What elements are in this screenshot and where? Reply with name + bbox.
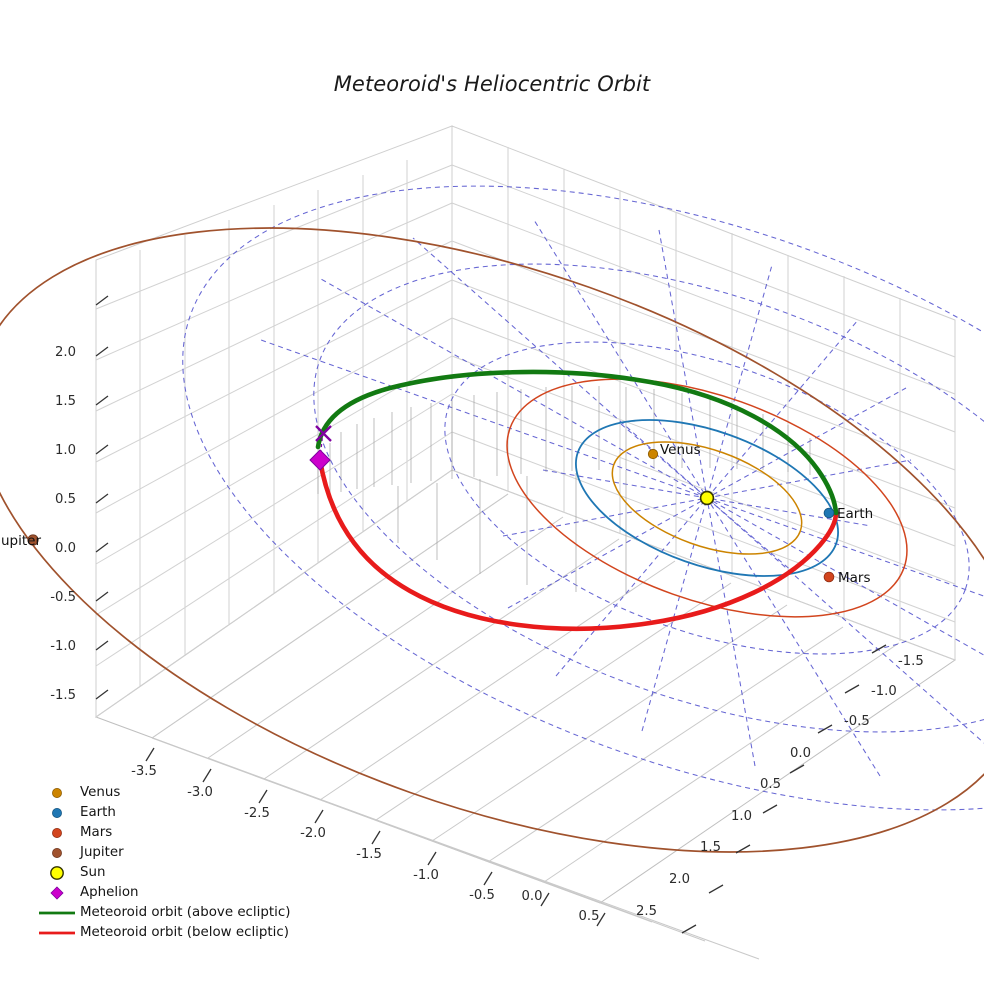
red-line-icon [34, 923, 80, 943]
legend-item-above-ecliptic[interactable]: Meteoroid orbit (above ecliptic) [34, 903, 334, 923]
venus-orbit-curve [611, 441, 803, 555]
z-tick-label: 0.5 [55, 492, 76, 507]
y-tick-label: 0.0 [790, 746, 811, 761]
x-axis: -3.5 -3.0 -2.5 -2.0 -1.5 -1.0 -0.5 0.0 0… [131, 747, 606, 927]
legend-item-below-ecliptic[interactable]: Meteoroid orbit (below ecliptic) [34, 923, 334, 943]
y-tick-label: 2.5 [636, 904, 657, 919]
x-tick-label: -3.0 [187, 785, 213, 800]
z-tick-label: 0.0 [55, 541, 76, 556]
aphelion-annotation-group [309, 425, 332, 471]
meteoroid-orbit-below-ecliptic [317, 457, 839, 631]
x-tick-label: -0.5 [469, 888, 495, 903]
y-axis: -1.5 -1.0 -0.5 0.0 0.5 1.0 1.5 2.0 2.5 [636, 644, 924, 934]
jupiter-orbit-curve [0, 227, 984, 853]
z-axis-ticks [95, 295, 109, 700]
legend-label: Mars [80, 825, 113, 840]
mars-marker-icon [34, 823, 80, 843]
jupiter-marker-icon [34, 843, 80, 863]
legend-item-sun[interactable]: Sun [34, 863, 334, 883]
legend-item-venus[interactable]: Venus [34, 783, 334, 803]
z-axis: 2.0 1.5 1.0 0.5 0.0 -0.5 -1.0 -1.5 [50, 295, 109, 703]
z-tick-label: 1.5 [55, 394, 76, 409]
earth-marker-icon [34, 803, 80, 823]
x-axis-ticks [145, 747, 606, 927]
earth-orbit-curve [575, 419, 839, 577]
y-tick-label: 0.5 [760, 777, 781, 792]
y-tick-label: 2.0 [669, 872, 690, 887]
label-venus: Venus [660, 442, 701, 458]
y-tick-label: -0.5 [844, 714, 870, 729]
legend-label: Meteoroid orbit (below ecliptic) [80, 925, 289, 940]
y-tick-label: 1.5 [700, 840, 721, 855]
legend-label: Aphelion [80, 885, 139, 900]
z-tick-label: 1.0 [55, 443, 76, 458]
aphelion-diamond-marker [309, 449, 331, 471]
jupiter-marker [27, 534, 39, 546]
x-tick-label: 0.0 [522, 889, 543, 904]
legend: Venus Earth Mars Jupiter Sun [34, 783, 334, 943]
label-mars: Mars [838, 570, 871, 586]
legend-item-jupiter[interactable]: Jupiter [34, 843, 334, 863]
x-tick-label: -2.0 [300, 826, 326, 841]
legend-label: Earth [80, 805, 116, 820]
y-tick-label: 1.0 [731, 809, 752, 824]
aphelion-cross-icon [315, 425, 332, 442]
x-tick-label: -2.5 [244, 806, 270, 821]
venus-marker-icon [34, 783, 80, 803]
page-title: Meteoroid's Heliocentric Orbit [333, 72, 651, 96]
meteoroid-orbit-above-ecliptic [315, 369, 839, 516]
z-tick-label: -1.0 [50, 639, 76, 654]
legend-label: Venus [80, 785, 121, 800]
y-axis-ticks [681, 644, 887, 934]
z-tick-label: -1.5 [50, 688, 76, 703]
green-line-icon [34, 903, 80, 923]
y-tick-label: -1.5 [898, 654, 924, 669]
aphelion-marker-icon [34, 883, 80, 903]
x-tick-label: -3.5 [131, 764, 157, 779]
z-tick-label: 2.0 [55, 345, 76, 360]
legend-item-aphelion[interactable]: Aphelion [34, 883, 334, 903]
x-tick-label: -1.0 [413, 868, 439, 883]
sun-marker [699, 490, 715, 506]
legend-label: Jupiter [80, 845, 124, 860]
sun-marker-icon [34, 863, 80, 883]
label-jupiter: upiter [1, 533, 41, 549]
legend-item-mars[interactable]: Mars [34, 823, 334, 843]
y-tick-label: -1.0 [871, 684, 897, 699]
venus-marker [647, 448, 659, 460]
mars-orbit-curve [506, 378, 908, 618]
z-tick-label: -0.5 [50, 590, 76, 605]
label-earth: Earth [837, 506, 873, 522]
x-tick-label: -1.5 [356, 847, 382, 862]
earth-marker [823, 507, 835, 519]
legend-label: Sun [80, 865, 106, 880]
legend-item-earth[interactable]: Earth [34, 803, 334, 823]
mars-marker [823, 571, 835, 583]
x-tick-label: 0.5 [579, 909, 600, 924]
legend-label: Meteoroid orbit (above ecliptic) [80, 905, 291, 920]
